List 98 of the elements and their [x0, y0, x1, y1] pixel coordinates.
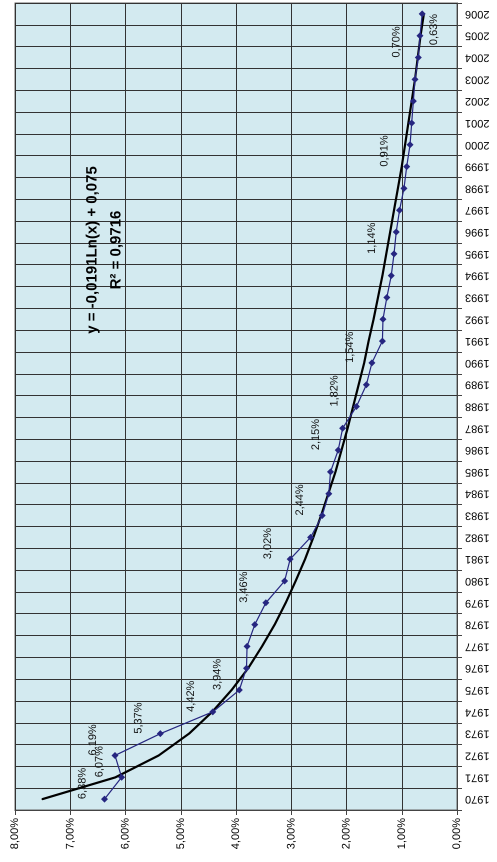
point	[418, 10, 426, 18]
point	[403, 163, 410, 170]
point	[326, 468, 334, 476]
point	[368, 359, 376, 366]
y-tick-label: 1993	[465, 291, 490, 304]
y-tick-label: 1992	[465, 313, 490, 326]
point	[236, 686, 243, 694]
y-tick-label: 1981	[465, 553, 490, 566]
x-tick-label: 2,00%	[340, 818, 352, 850]
point	[400, 184, 408, 192]
y-tick-label: 1976	[465, 662, 490, 674]
y-tick-label: 1985	[465, 466, 490, 478]
y-tick-label: 1988	[465, 400, 490, 412]
data-label: 4,42%	[184, 680, 197, 712]
x-tick-label: 4,00%	[230, 818, 242, 850]
point	[262, 599, 270, 606]
y-tick-label: 2004	[465, 52, 490, 64]
point	[339, 424, 346, 432]
point	[307, 534, 314, 541]
y-tick-label: 2000	[465, 138, 490, 151]
point	[251, 621, 258, 628]
data-label: 0,63%	[428, 14, 440, 46]
point	[388, 272, 395, 280]
y-tick-label: 1973	[465, 728, 490, 740]
point	[416, 32, 424, 40]
y-tick-label: 1982	[465, 531, 490, 544]
point	[379, 316, 386, 323]
y-tick-label: 1970	[465, 793, 490, 806]
data-label: 0,70%	[390, 26, 402, 58]
data-label: 3,46%	[238, 571, 250, 603]
y-tick-label: 1986	[465, 444, 490, 456]
y-tick-label: 1972	[465, 749, 490, 762]
point	[318, 512, 326, 520]
y-tick-label: 2006	[465, 8, 490, 20]
annotation: R² = 0,9716	[108, 210, 124, 290]
y-tick-label: 1996	[465, 226, 490, 238]
y-tick-label: 1984	[465, 488, 490, 500]
y-tick-label: 1990	[465, 356, 490, 369]
point	[325, 490, 332, 498]
point	[410, 98, 417, 105]
point	[101, 796, 108, 803]
x-tick-label: 8,00%	[9, 818, 21, 850]
y-tick-label: 1975	[465, 684, 490, 696]
y-tick-label: 1979	[465, 596, 490, 609]
x-tick-label: 7,00%	[64, 818, 76, 850]
y-tick-label: 1977	[465, 640, 490, 652]
point	[408, 119, 416, 126]
data-label: 2,15%	[310, 418, 322, 450]
point	[209, 708, 216, 716]
y-tick-label: 1991	[465, 335, 490, 348]
y-tick-label: 2001	[465, 116, 490, 129]
point	[112, 752, 119, 759]
point	[118, 774, 126, 781]
x-tick-label: 3,00%	[285, 818, 298, 850]
y-tick-label: 1980	[465, 574, 490, 587]
x-tick-label: 6,00%	[120, 818, 132, 850]
y-tick-label: 1989	[465, 378, 490, 391]
point	[378, 338, 386, 345]
y-tick-label: 1995	[465, 248, 490, 260]
data-label: 0,91%	[378, 135, 391, 167]
point	[362, 381, 370, 388]
x-tick-label: 1,00%	[396, 818, 408, 850]
y-tick-label: 2003	[465, 73, 490, 86]
data-label: 1,82%	[328, 375, 340, 406]
point	[383, 294, 390, 301]
point	[412, 76, 419, 83]
point	[242, 664, 250, 672]
y-tick-label: 1983	[465, 510, 490, 522]
point	[156, 730, 164, 738]
data-label: 2,44%	[294, 484, 306, 516]
point	[286, 556, 294, 563]
data-label: 1,54%	[344, 331, 356, 363]
data-label: 3,02%	[262, 528, 274, 560]
y-tick-label: 1987	[465, 422, 490, 434]
data-label: 3,94%	[211, 658, 224, 690]
point	[352, 403, 360, 410]
point	[392, 228, 400, 236]
point	[414, 54, 422, 62]
y-tick-label: 1974	[465, 706, 490, 718]
point	[390, 250, 398, 258]
y-tick-label: 2005	[465, 30, 490, 42]
point	[396, 206, 404, 214]
point	[406, 141, 414, 148]
x-tick-label: 0,00%	[451, 818, 463, 850]
y-tick-label: 1998	[465, 182, 490, 194]
y-tick-label: 1978	[465, 618, 490, 631]
y-tick-label: 1994	[465, 270, 490, 282]
y-tick-label: 1999	[465, 160, 490, 173]
data-label: 5,37%	[132, 702, 144, 734]
x-tick-label: 5,00%	[174, 818, 187, 850]
data-label: 1,14%	[366, 222, 378, 254]
point	[334, 446, 342, 454]
y-tick-label: 1997	[465, 204, 490, 216]
y-tick-label: 2002	[465, 95, 490, 108]
point	[281, 577, 288, 584]
y-tick-label: 1971	[465, 771, 490, 784]
point	[244, 642, 251, 650]
annotation: y = -0,0191Ln(x) + 0,075	[84, 166, 100, 334]
